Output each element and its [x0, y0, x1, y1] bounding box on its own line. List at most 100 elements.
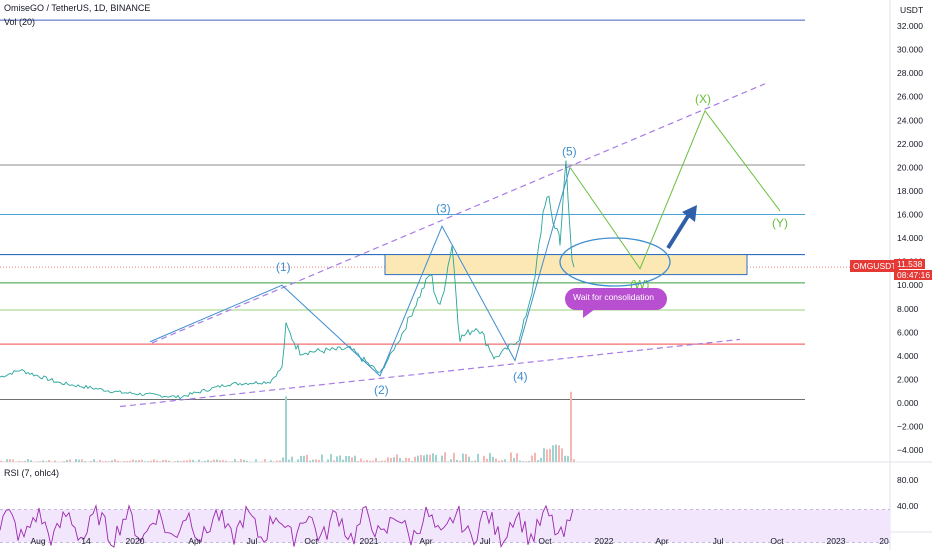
- volume-bar: [525, 461, 527, 462]
- wave-label: (2): [374, 383, 389, 397]
- volume-bar: [402, 460, 404, 462]
- volume-bar: [75, 459, 77, 462]
- volume-bar: [417, 455, 419, 462]
- projection-label: (Y): [772, 216, 788, 230]
- volume-bar: [528, 460, 530, 462]
- volume-bar: [93, 459, 95, 462]
- volume-bar: [387, 457, 389, 462]
- volume-bar: [453, 452, 455, 462]
- volume-bar: [210, 460, 212, 462]
- volume-bar: [189, 459, 191, 462]
- price-axis-tick: −2.000: [897, 422, 924, 432]
- volume-bar: [549, 448, 551, 462]
- bullish-arrow-head: [682, 205, 697, 222]
- volume-bar: [498, 460, 500, 462]
- volume-bar: [465, 453, 467, 462]
- chart-title: OmiseGO / TetherUS, 1D, BINANCE: [4, 3, 151, 13]
- volume-bar: [222, 460, 224, 462]
- time-axis-tick: Jul: [713, 536, 724, 546]
- time-axis-tick: Apr: [655, 536, 668, 546]
- volume-bar: [198, 459, 200, 462]
- volume-bar: [573, 459, 575, 462]
- volume-bar: [213, 459, 215, 462]
- price-axis-tick: 14.000: [897, 233, 923, 243]
- volume-bar: [156, 460, 158, 462]
- volume-bar: [240, 459, 242, 462]
- volume-bar: [0, 460, 2, 462]
- volume-bar: [447, 461, 449, 462]
- highlight-ellipse: [559, 237, 671, 287]
- volume-bar: [117, 460, 119, 462]
- projection-path: [569, 109, 781, 270]
- price-axis-tick: 30.000: [897, 45, 923, 55]
- volume-bar: [420, 455, 422, 462]
- volume-bar: [276, 460, 278, 462]
- rsi-axis-tick: 80.00: [897, 475, 919, 485]
- volume-indicator-label: Vol (20): [4, 17, 36, 27]
- volume-bar: [483, 455, 485, 462]
- volume-bar: [282, 457, 284, 462]
- channel-upper-line: [151, 83, 766, 344]
- volume-bar: [285, 396, 287, 462]
- time-axis-tick: Apr: [188, 536, 201, 546]
- volume-bar: [534, 452, 536, 462]
- volume-bar: [372, 460, 374, 462]
- annotation-bubble: [565, 288, 667, 310]
- volume-bar: [246, 460, 248, 462]
- volume-bar: [183, 460, 185, 462]
- volume-bar: [456, 459, 458, 462]
- volume-bar: [354, 455, 356, 462]
- volume-bar: [54, 460, 56, 462]
- volume-bar: [330, 454, 332, 462]
- time-axis-tick: 2022: [595, 536, 614, 546]
- time-axis-tick: Apr: [419, 536, 432, 546]
- volume-bar: [513, 457, 515, 462]
- volume-bar: [6, 459, 8, 462]
- price-axis-tick: 8.000: [897, 304, 919, 314]
- volume-bar: [12, 459, 14, 462]
- volume-bar: [180, 461, 182, 462]
- bar-countdown: 08:47:16: [894, 270, 932, 280]
- volume-bar: [510, 452, 512, 462]
- volume-bar: [411, 461, 413, 462]
- time-axis-tick: Aug: [30, 536, 45, 546]
- volume-bar: [69, 459, 71, 462]
- time-axis-tick: Oct: [304, 536, 318, 546]
- volume-bar: [537, 460, 539, 462]
- annotation-bubble-tail: [583, 309, 595, 318]
- volume-bar: [105, 461, 107, 462]
- volume-bar: [381, 460, 383, 462]
- last-price-label: 11.538: [894, 259, 926, 269]
- volume-bar: [99, 459, 101, 462]
- volume-bar: [564, 455, 566, 462]
- volume-bar: [567, 455, 569, 462]
- volume-bar: [474, 460, 476, 462]
- volume-bar: [18, 460, 20, 462]
- volume-bar: [108, 461, 110, 462]
- symbol-price-tag: OMGUSDT: [850, 260, 900, 272]
- volume-bar: [414, 456, 416, 462]
- volume-bar: [459, 460, 461, 462]
- volume-bar: [45, 461, 47, 462]
- volume-bar: [114, 459, 116, 462]
- wave-label: (1): [276, 260, 291, 274]
- channel-lower-line: [119, 338, 741, 408]
- volume-bar: [489, 452, 491, 462]
- volume-bar: [492, 456, 494, 462]
- volume-bar: [291, 456, 293, 462]
- price-axis-tick: 6.000: [897, 327, 919, 337]
- time-axis-tick: Jul: [480, 536, 491, 546]
- volume-bar: [132, 459, 134, 462]
- volume-bar: [408, 458, 410, 462]
- volume-bar: [504, 459, 506, 462]
- volume-bar: [342, 459, 344, 462]
- volume-bar: [378, 461, 380, 462]
- volume-bar: [327, 459, 329, 462]
- volume-bar: [519, 460, 521, 462]
- volume-bar: [162, 459, 164, 462]
- volume-bar: [192, 459, 194, 462]
- price-axis-tick: 32.000: [897, 21, 923, 31]
- volume-bar: [552, 445, 554, 462]
- volume-bar: [234, 459, 236, 462]
